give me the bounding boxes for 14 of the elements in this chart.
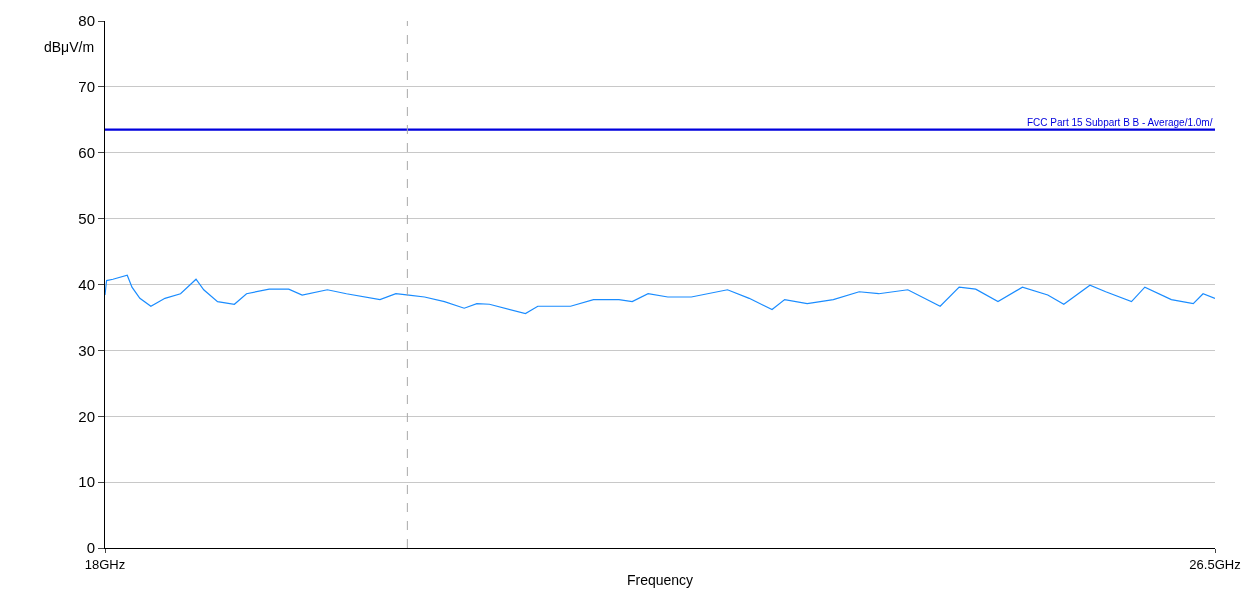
y-tick-label: 60 [78, 144, 95, 161]
x-tick-label: 18GHz [84, 556, 126, 572]
y-tick-label: 10 [78, 473, 95, 491]
y-tick-label: 40 [78, 275, 95, 293]
y-tick-label: 30 [78, 341, 95, 359]
y-tick-label: 50 [78, 209, 95, 227]
y-tick-label: 0 [86, 539, 95, 557]
y-tick-label: 70 [78, 78, 95, 96]
y-tick-label: 80 [78, 12, 95, 30]
y-tick-label: 20 [78, 407, 95, 425]
ref-line-label: FCC Part 15 Subpart B B - Average/1.0m/ [1027, 117, 1213, 128]
x-tick-label: 26.5GHz [1189, 556, 1241, 572]
x-axis-title: Frequency [626, 571, 694, 588]
y-axis-title: dBμV/m [44, 39, 95, 55]
